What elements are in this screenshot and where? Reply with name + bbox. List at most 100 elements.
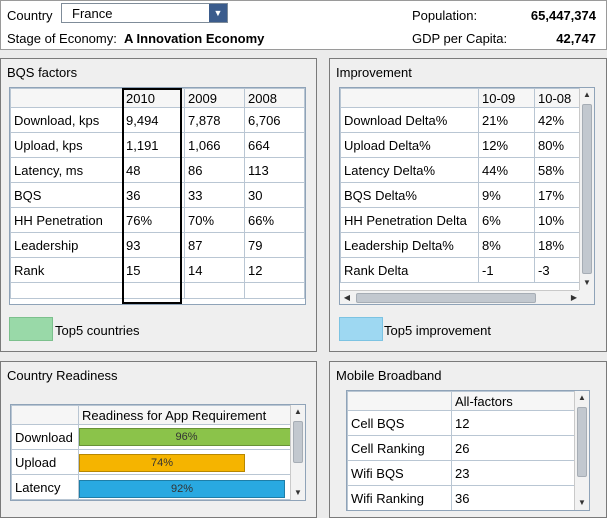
table-row[interactable]: BQS Delta% 9% 17% <box>340 182 591 208</box>
table-cell: 12 <box>451 410 576 436</box>
panel-title: Country Readiness <box>7 368 118 383</box>
table-row[interactable]: Download Delta% 21% 42% <box>340 107 591 133</box>
arrow-left-icon[interactable]: ◀ <box>343 293 351 302</box>
gdp-label: GDP per Capita: <box>412 31 508 46</box>
table-cell: 6,706 <box>244 107 305 133</box>
table-row[interactable]: Upload, kps 1,191 1,066 664 <box>10 132 305 158</box>
legend-swatch-top5-improvement <box>339 317 383 341</box>
country-readiness-panel: Country Readiness Readiness for App Requ… <box>0 361 317 518</box>
row-label: Wifi Ranking <box>347 485 452 510</box>
row-label: Cell Ranking <box>347 435 452 461</box>
readiness-table-frame: Readiness for App Requirement Download U… <box>10 404 306 501</box>
table-header-cell[interactable]: 2009 <box>184 88 245 108</box>
table-header-row: 2010 2009 2008 <box>10 88 305 108</box>
table-header-cell[interactable]: 2010 <box>122 88 185 108</box>
table-header-cell <box>11 405 79 425</box>
horizontal-scrollbar[interactable]: ◀ ▶ <box>340 290 581 304</box>
panel-title: Improvement <box>336 65 412 80</box>
row-label: BQS Delta% <box>340 182 479 208</box>
vertical-scrollbar[interactable]: ▲ ▼ <box>290 405 305 500</box>
stage-label: Stage of Economy: <box>7 31 117 46</box>
stage-value: A Innovation Economy <box>124 31 265 46</box>
table-cell: 36 <box>451 485 576 510</box>
table-row[interactable]: BQS 36 33 30 <box>10 182 305 208</box>
row-label: Upload Delta% <box>340 132 479 158</box>
row-label: Leadership Delta% <box>340 232 479 258</box>
table-cell: 9,494 <box>122 107 185 133</box>
table-header-cell[interactable]: 2008 <box>244 88 305 108</box>
table-row[interactable]: HH Penetration Delta 6% 10% <box>340 207 591 233</box>
table-row-empty <box>10 282 305 299</box>
arrow-up-icon[interactable]: ▲ <box>583 90 591 99</box>
legend-swatch-top5-countries <box>9 317 53 341</box>
table-row[interactable]: HH Penetration 76% 70% 66% <box>10 207 305 233</box>
table-row[interactable]: Upload Delta% 12% 80% <box>340 132 591 158</box>
table-row[interactable]: Leadership Delta% 8% 18% <box>340 232 591 258</box>
population-value: 65,447,374 <box>530 8 596 23</box>
table-cell: 15 <box>122 257 185 283</box>
table-row[interactable]: Wifi BQS 23 <box>347 460 576 486</box>
table-cell: 48 <box>122 157 185 183</box>
table-header-cell <box>347 391 452 411</box>
row-label: Rank <box>10 257 123 283</box>
row-label: Latency Delta% <box>340 157 479 183</box>
table-row[interactable]: Cell BQS 12 <box>347 410 576 436</box>
table-row[interactable]: Cell Ranking 26 <box>347 435 576 461</box>
row-label: BQS <box>10 182 123 208</box>
scrollbar-thumb[interactable] <box>293 421 303 463</box>
table-row[interactable]: Wifi Ranking 36 <box>347 485 576 510</box>
row-label: HH Penetration <box>10 207 123 233</box>
row-label: Cell BQS <box>347 410 452 436</box>
row-label: Leadership <box>10 232 123 258</box>
arrow-up-icon[interactable]: ▲ <box>294 407 302 416</box>
vertical-scrollbar[interactable]: ▲ ▼ <box>579 88 594 290</box>
bqs-factors-panel: BQS factors 2010 2009 2008 Download, kps… <box>0 58 317 352</box>
vertical-scrollbar[interactable]: ▲ ▼ <box>574 391 589 510</box>
scrollbar-thumb[interactable] <box>582 104 592 274</box>
table-cell: 30 <box>244 182 305 208</box>
table-cell: 664 <box>244 132 305 158</box>
table-row[interactable]: Latency, ms 48 86 113 <box>10 157 305 183</box>
legend-label: Top5 countries <box>55 323 140 338</box>
panel-title: Mobile Broadband <box>336 368 442 383</box>
scrollbar-thumb[interactable] <box>356 293 536 303</box>
improvement-table-frame: 10-09 10-08 Download Delta% 21% 42% Upload… <box>339 87 595 305</box>
table-row[interactable]: Download, kps 9,494 7,878 6,706 <box>10 107 305 133</box>
table-cell: 21% <box>478 107 535 133</box>
table-header-row: All-factors <box>347 391 576 411</box>
improvement-table: 10-09 10-08 Download Delta% 21% 42% Upload… <box>340 88 591 283</box>
table-header-cell[interactable]: All-factors <box>451 391 576 411</box>
arrow-down-icon[interactable]: ▼ <box>578 498 586 507</box>
table-cell: 76% <box>122 207 185 233</box>
readiness-bar-download: 96% <box>79 428 294 446</box>
table-header-cell[interactable]: 10-08 <box>534 88 591 108</box>
mobile-table-frame: All-factors Cell BQS 12 Cell Ranking 26 Wi… <box>346 390 590 511</box>
table-row[interactable]: Latency Delta% 44% 58% <box>340 157 591 183</box>
country-select[interactable]: France ▼ <box>61 3 228 23</box>
scrollbar-thumb[interactable] <box>577 407 587 477</box>
row-label: Latency, ms <box>10 157 123 183</box>
table-header-cell[interactable]: Readiness for App Requirement <box>78 405 292 425</box>
table-cell-empty <box>184 282 245 299</box>
arrow-down-icon[interactable]: ▼ <box>294 488 302 497</box>
table-row[interactable]: Rank 15 14 12 <box>10 257 305 283</box>
bqs-table-frame: 2010 2009 2008 Download, kps 9,494 7,878 6,… <box>9 87 306 305</box>
arrow-right-icon[interactable]: ▶ <box>570 293 578 302</box>
table-header-row: Readiness for App Requirement <box>11 405 292 425</box>
arrow-up-icon[interactable]: ▲ <box>578 393 586 402</box>
table-cell: 6% <box>478 207 535 233</box>
row-label: HH Penetration Delta <box>340 207 479 233</box>
table-cell: 70% <box>184 207 245 233</box>
row-label: Rank Delta <box>340 257 479 283</box>
table-cell: 93 <box>122 232 185 258</box>
table-cell: 9% <box>478 182 535 208</box>
table-row[interactable]: Rank Delta -1 -3 <box>340 257 591 283</box>
table-header-cell[interactable]: 10-09 <box>478 88 535 108</box>
arrow-down-icon[interactable]: ▼ <box>583 278 591 287</box>
table-cell: 12% <box>478 132 535 158</box>
table-cell: -1 <box>478 257 535 283</box>
chevron-down-icon[interactable]: ▼ <box>209 4 227 22</box>
table-row[interactable]: Leadership 93 87 79 <box>10 232 305 258</box>
scrollbar-corner <box>579 290 594 304</box>
bqs-table: 2010 2009 2008 Download, kps 9,494 7,878 6,… <box>10 88 305 299</box>
